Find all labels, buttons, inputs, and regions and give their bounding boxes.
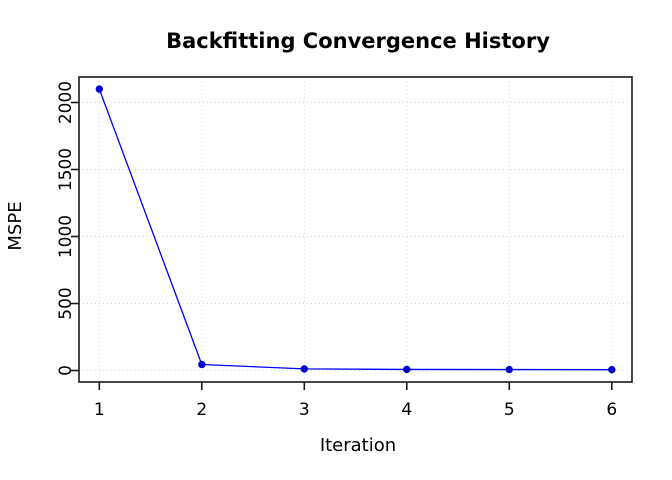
data-point [608, 365, 616, 374]
plot-box [78, 76, 633, 383]
gridlines [79, 77, 632, 382]
data-point [403, 365, 411, 374]
x-tick-label: 3 [299, 400, 310, 420]
x-tick-label: 6 [606, 400, 617, 420]
y-tick-label: 1000 [56, 215, 76, 258]
tick-labels: 1 2 3 4 5 6 0 500 1000 1500 2000 [56, 81, 617, 420]
mspe-line [98, 88, 613, 371]
y-axis-label: MSPE [5, 201, 26, 250]
mspe-line-series [95, 85, 616, 374]
x-axis-label: Iteration [320, 435, 396, 456]
x-tick-label: 1 [94, 400, 105, 420]
data-point [300, 365, 308, 373]
y-tick-label: 1500 [56, 148, 76, 191]
data-point [198, 360, 206, 369]
y-tick-label: 2000 [56, 81, 76, 124]
data-point [505, 365, 513, 374]
data-point [95, 85, 104, 93]
y-tick-label: 0 [56, 365, 76, 376]
y-tick-label: 500 [56, 287, 76, 319]
x-tick-label: 2 [196, 400, 207, 420]
chart-title: Backfitting Convergence History [166, 29, 550, 53]
axes [71, 76, 633, 390]
x-tick-label: 5 [504, 400, 515, 420]
x-tick-label: 4 [401, 400, 412, 420]
